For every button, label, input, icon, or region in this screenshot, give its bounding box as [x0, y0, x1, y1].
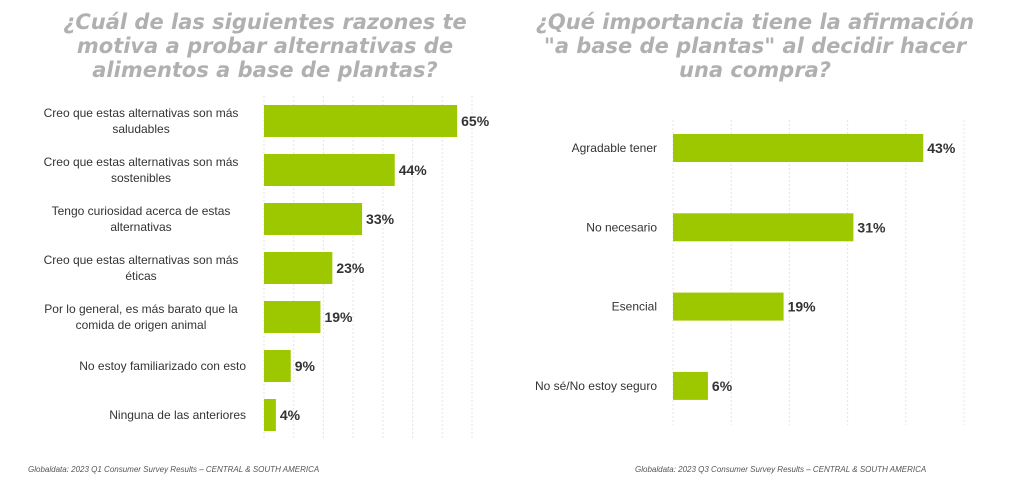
- data-label: 43%: [927, 140, 956, 156]
- bar: [264, 203, 363, 235]
- category-label: No sé/No estoy seguro: [535, 379, 657, 393]
- bar: [673, 213, 854, 242]
- category-label: saludables: [112, 122, 169, 136]
- category-label: Ninguna de las anteriores: [109, 408, 246, 422]
- chart-1-title: ¿Cuál de las siguientes razones te motiv…: [63, 10, 467, 82]
- bar: [264, 301, 321, 333]
- data-label: 6%: [712, 378, 733, 394]
- data-label: 19%: [324, 309, 353, 325]
- data-label: 65%: [461, 113, 490, 129]
- chart-2-source: Globaldata: 2023 Q3 Consumer Survey Resu…: [635, 465, 927, 474]
- bar: [264, 105, 458, 137]
- bar: [264, 350, 291, 382]
- data-label: 33%: [366, 211, 395, 227]
- data-label: 31%: [857, 219, 886, 235]
- category-label: No estoy familiarizado con esto: [79, 359, 246, 373]
- category-label: sostenibles: [111, 171, 171, 185]
- data-label: 9%: [295, 358, 316, 374]
- category-label: Creo que estas alternativas son más: [44, 253, 239, 267]
- category-label: Por lo general, es más barato que la: [44, 302, 238, 316]
- category-label: alternativas: [110, 220, 171, 234]
- category-label: comida de origen animal: [76, 318, 207, 332]
- category-label: No necesario: [586, 220, 657, 234]
- category-label: Agradable tener: [572, 141, 657, 155]
- bar: [673, 292, 784, 321]
- category-label: éticas: [125, 269, 156, 283]
- category-label: Creo que estas alternativas son más: [44, 106, 239, 120]
- data-label: 23%: [336, 260, 365, 276]
- data-label: 44%: [399, 162, 428, 178]
- category-label: Creo que estas alternativas son más: [44, 155, 239, 169]
- bar: [264, 252, 333, 284]
- category-label: Tengo curiosidad acerca de estas: [52, 204, 231, 218]
- chart-2-title: ¿Qué importancia tiene la afirmación "a …: [535, 10, 975, 82]
- bar: [264, 399, 276, 431]
- data-label: 4%: [280, 407, 301, 423]
- bar: [264, 154, 395, 186]
- category-label: Esencial: [612, 300, 657, 314]
- chart-1-source: Globaldata: 2023 Q1 Consumer Survey Resu…: [28, 465, 320, 474]
- bar: [673, 371, 708, 400]
- bar: [673, 134, 924, 162]
- data-label: 19%: [788, 299, 817, 315]
